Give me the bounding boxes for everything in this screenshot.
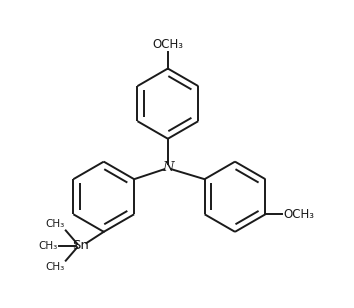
Text: CH₃: CH₃ [45,262,64,272]
Text: OCH₃: OCH₃ [284,208,315,221]
Text: OCH₃: OCH₃ [152,38,183,51]
Text: N: N [162,161,174,174]
Text: CH₃: CH₃ [45,219,64,229]
Text: Sn: Sn [73,239,89,252]
Text: CH₃: CH₃ [39,241,58,251]
